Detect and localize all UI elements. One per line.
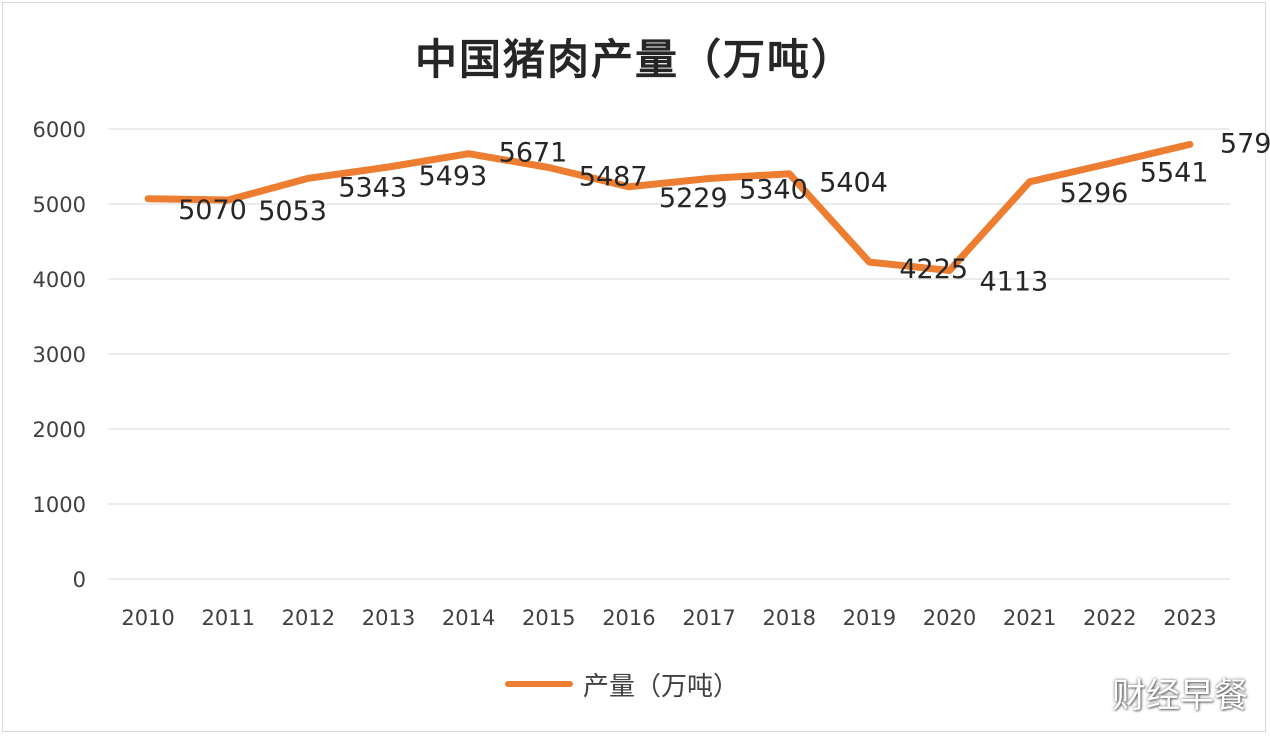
x-tick-label: 2015 <box>522 606 575 630</box>
data-label: 5296 <box>1060 178 1129 209</box>
legend-swatch <box>505 681 573 687</box>
data-label: 5493 <box>419 161 488 192</box>
data-label: 5404 <box>819 168 888 199</box>
data-label: 5671 <box>499 138 568 169</box>
x-tick-label: 2018 <box>762 606 815 630</box>
y-tick-label: 0 <box>73 568 86 592</box>
legend-label: 产量（万吨） <box>583 671 740 702</box>
y-tick-label: 3000 <box>33 343 86 367</box>
x-tick-label: 2011 <box>201 606 254 630</box>
legend: 产量（万吨） <box>505 664 739 704</box>
data-label: 5340 <box>739 175 808 206</box>
data-label: 4113 <box>980 267 1049 298</box>
x-tick-label: 2013 <box>362 606 415 630</box>
x-tick-label: 2010 <box>121 606 174 630</box>
data-label: 5541 <box>1140 157 1209 188</box>
x-tick-label: 2012 <box>282 606 335 630</box>
x-tick-label: 2021 <box>1003 606 1056 630</box>
y-tick-label: 4000 <box>33 268 86 292</box>
data-label: 5053 <box>258 196 327 227</box>
y-tick-label: 6000 <box>33 118 86 142</box>
watermark: 财经早餐 <box>1112 676 1248 716</box>
data-label: 4225 <box>899 254 968 285</box>
y-tick-label: 2000 <box>33 418 86 442</box>
series-layer <box>144 140 1194 274</box>
y-tick-label: 1000 <box>33 493 86 517</box>
x-tick-label: 2019 <box>843 606 896 630</box>
gridlines <box>108 128 1230 580</box>
x-tick-label: 2022 <box>1083 606 1136 630</box>
y-axis-ticks: 0 1000 2000 3000 4000 5000 6000 <box>33 118 86 592</box>
data-label: 5229 <box>659 183 728 214</box>
x-tick-label: 2017 <box>682 606 735 630</box>
x-tick-label: 2016 <box>602 606 655 630</box>
data-label: 5487 <box>579 161 648 192</box>
chart-title: 中国猪肉产量（万吨） <box>414 35 855 84</box>
data-labels: 5070 5053 5343 5493 5671 5487 5229 5340 5404 4225… <box>178 128 1270 297</box>
data-label: 5343 <box>338 172 407 203</box>
data-label: 5070 <box>178 195 247 226</box>
x-tick-label: 2014 <box>442 606 495 630</box>
data-label: 5794 <box>1220 128 1270 159</box>
x-axis-ticks: 2010 2011 2012 2013 2014 2015 2016 2017 2018 2019… <box>121 606 1216 630</box>
series-line <box>144 140 1194 274</box>
y-tick-label: 5000 <box>33 193 86 217</box>
x-tick-label: 2023 <box>1163 606 1216 630</box>
x-tick-label: 2020 <box>923 606 976 630</box>
